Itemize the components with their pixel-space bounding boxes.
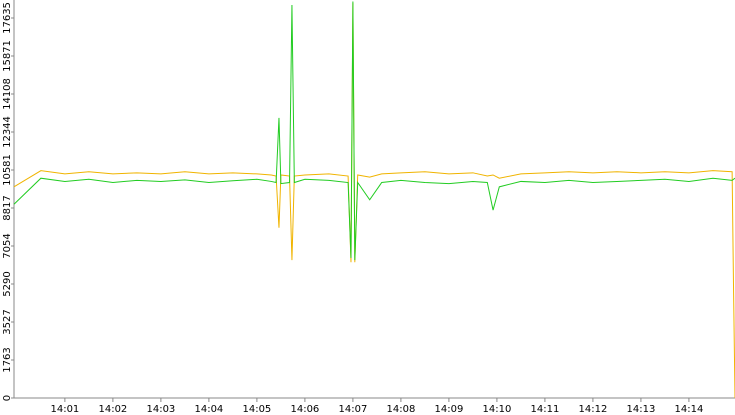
- x-tick-label: 14:14: [675, 404, 704, 415]
- x-tick-label: 14:03: [146, 404, 175, 415]
- x-tick-label: 14:08: [386, 404, 415, 415]
- y-tick-label: 0: [2, 395, 13, 401]
- y-tick-label: 1763: [2, 347, 13, 372]
- y-tick-label: 15871: [2, 40, 13, 72]
- y-tick-label: 14108: [2, 78, 13, 110]
- series-line: [13, 1, 735, 261]
- x-tick-label: 14:07: [338, 404, 367, 415]
- y-tick-label: 12344: [2, 116, 13, 148]
- y-tick-label: 17635: [2, 2, 13, 34]
- x-tick-label: 14:02: [98, 404, 127, 415]
- y-tick-label: 5290: [2, 271, 13, 296]
- x-tick-label: 14:04: [194, 404, 223, 415]
- y-tick-label: 8817: [2, 195, 13, 220]
- y-tick-label: 7054: [2, 233, 13, 258]
- x-tick-label: 14:09: [434, 404, 463, 415]
- x-tick-label: 14:10: [482, 404, 511, 415]
- x-tick-label: 14:11: [530, 404, 559, 415]
- x-tick-label: 14:06: [290, 404, 319, 415]
- series-line: [13, 3, 735, 399]
- x-tick-label: 14:13: [627, 404, 656, 415]
- x-tick-label: 14:05: [242, 404, 271, 415]
- y-tick-label: 10581: [2, 154, 13, 186]
- x-tick-label: 14:01: [50, 404, 79, 415]
- y-tick-label: 3527: [2, 309, 13, 334]
- x-tick-label: 14:12: [578, 404, 607, 415]
